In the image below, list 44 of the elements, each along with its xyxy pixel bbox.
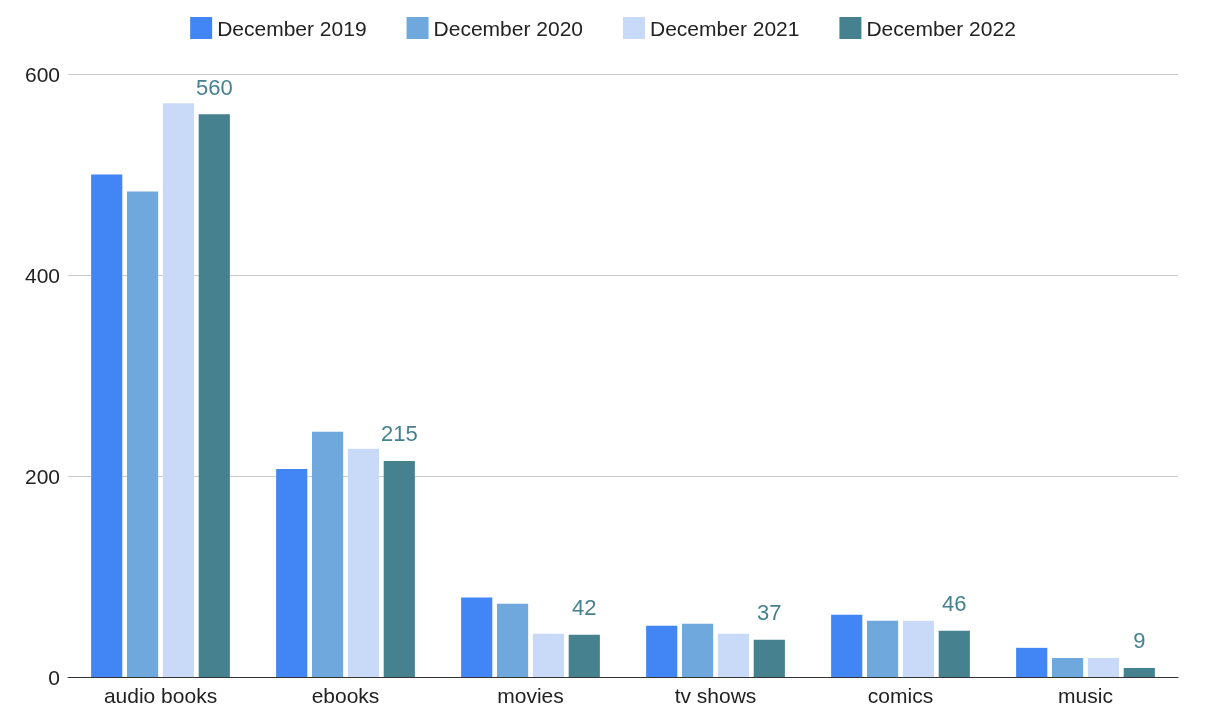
bar: [383, 460, 415, 677]
x-tick-label: movies: [497, 684, 564, 707]
bar: [831, 614, 863, 677]
bar: [938, 630, 970, 677]
bar: [198, 114, 230, 677]
bar: [568, 634, 600, 677]
bar: [753, 639, 785, 677]
y-tick-label: 600: [24, 62, 60, 86]
bar: [126, 191, 159, 677]
legend-label: December 2020: [433, 16, 583, 40]
x-tick-label: music: [1058, 684, 1113, 707]
bar: [276, 468, 308, 677]
data-label: 215: [380, 421, 418, 447]
bar: [311, 431, 344, 677]
bar: [1087, 657, 1120, 677]
bar: [91, 174, 123, 677]
bar: [162, 103, 195, 677]
data-label: 9: [1133, 628, 1146, 654]
y-tick-label: 200: [24, 464, 60, 488]
bar: [646, 625, 678, 677]
bar: [681, 623, 714, 677]
bar: [866, 620, 899, 677]
data-label: 46: [942, 591, 967, 617]
legend-label: December 2021: [650, 16, 800, 40]
data-label: 560: [195, 74, 233, 100]
x-tick-label: ebooks: [311, 684, 380, 707]
bar: [902, 620, 935, 677]
bar: [717, 633, 750, 677]
bar: [1123, 667, 1155, 677]
data-label: 42: [572, 595, 597, 621]
y-tick-label: 0: [48, 665, 60, 689]
bar: [532, 633, 565, 677]
x-tick-label: audio books: [103, 684, 218, 707]
bar: [496, 603, 529, 677]
bar: [461, 597, 493, 677]
y-tick-label: 400: [24, 263, 60, 287]
legend-label: December 2019: [217, 16, 367, 40]
bar: [1051, 657, 1084, 677]
bar: [1016, 647, 1048, 677]
data-label: 37: [757, 600, 782, 626]
bar: [347, 448, 380, 677]
x-tick-label: comics: [867, 684, 934, 707]
legend-label: December 2022: [866, 16, 1016, 40]
x-tick-label: tv shows: [674, 684, 757, 707]
